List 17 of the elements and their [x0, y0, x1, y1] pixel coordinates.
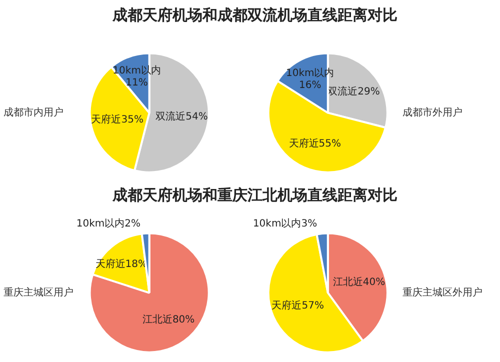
slice-label: 江北近40% [332, 276, 386, 288]
slice-label: 双流近29% [328, 86, 380, 98]
data-label: 16% [298, 80, 322, 91]
text: 成都天府机场和成都双流机场直线距离对比 [112, 5, 398, 26]
text: 成都市外用户 [402, 106, 462, 118]
data-label: 11% [126, 77, 148, 88]
slice-label: 双流近54% [156, 110, 208, 123]
text: 成都天府机场和重庆江北机场直线距离对比 [112, 185, 398, 206]
text: 成都市内用户 [3, 106, 64, 118]
slice-label: 10km以内3% [252, 217, 318, 230]
slice-label: 10km以内2% [76, 217, 141, 230]
text: 重庆主城区外用户 [402, 286, 482, 298]
text: 重庆主城区用户 [3, 286, 74, 298]
slice-label: 江北近80% [142, 314, 195, 326]
slice-label: 天府近55% [288, 137, 341, 150]
slice-label: 天府近57% [272, 300, 324, 312]
slice-label: 天府近35% [91, 114, 144, 126]
